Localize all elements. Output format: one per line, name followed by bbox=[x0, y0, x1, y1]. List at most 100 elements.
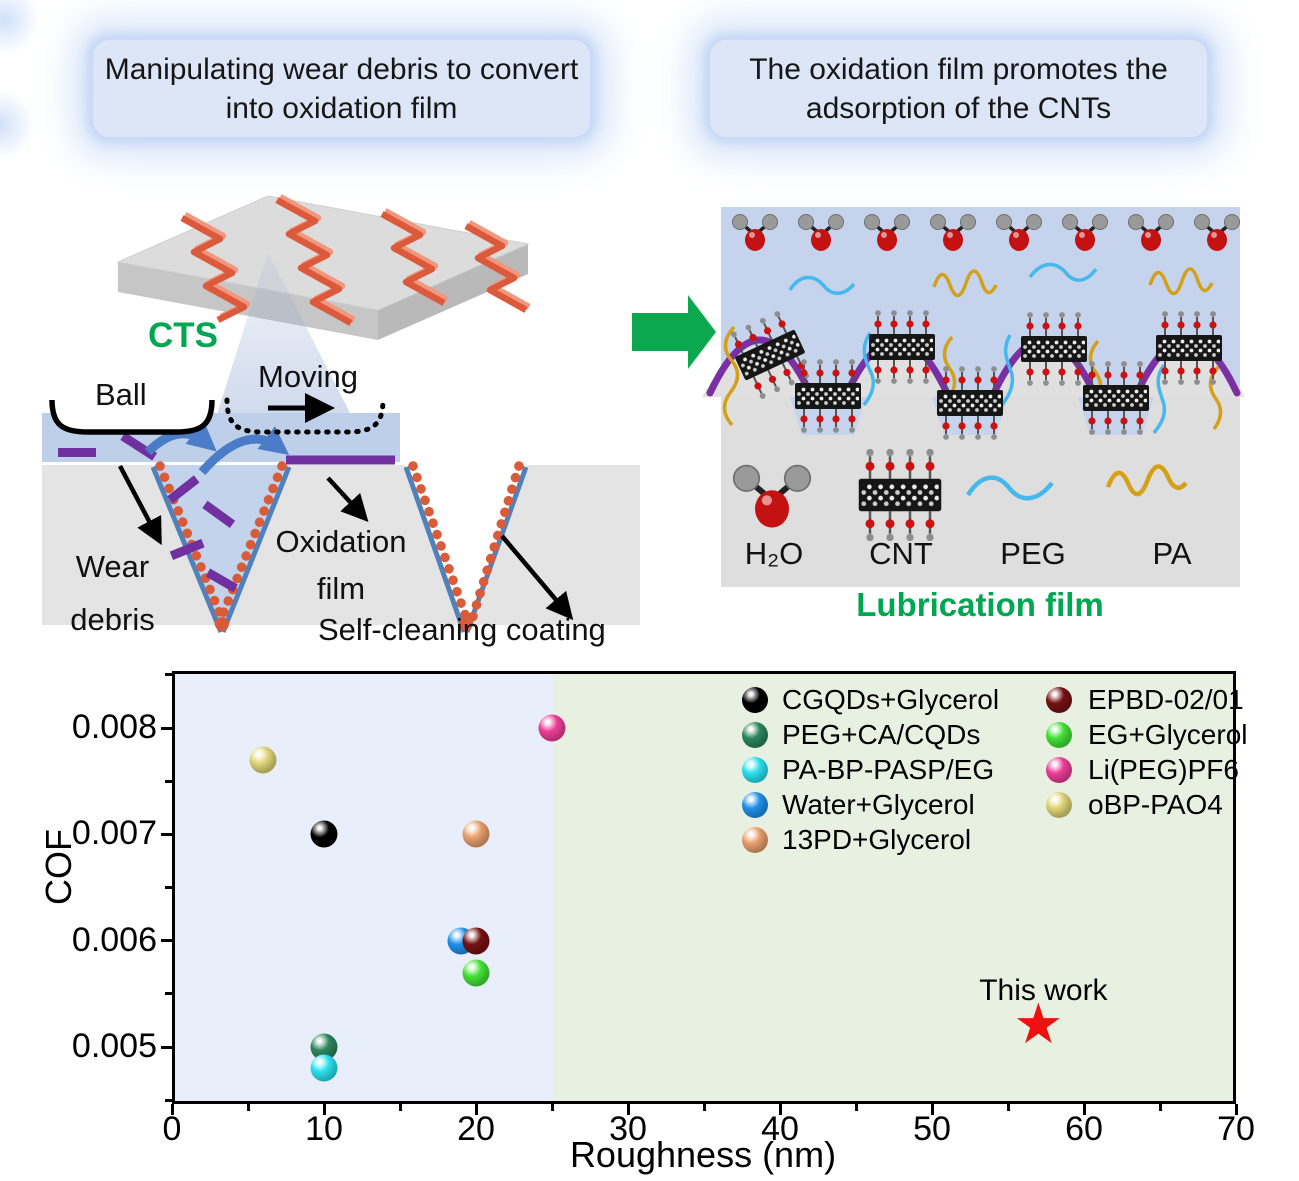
legend-marker bbox=[1046, 687, 1072, 713]
x-minor-tick bbox=[702, 1104, 706, 1111]
data-point bbox=[310, 820, 338, 848]
legend-label: Li(PEG)PF6 bbox=[1088, 754, 1239, 785]
glow-artifact bbox=[0, 0, 40, 55]
y-minor-tick bbox=[165, 673, 172, 677]
data-point bbox=[462, 927, 490, 955]
green-arrow-icon bbox=[632, 295, 716, 369]
star-marker: ★ bbox=[1013, 991, 1064, 1055]
x-major-tick bbox=[1082, 1104, 1086, 1115]
legend-label: 13PD+Glycerol bbox=[782, 824, 972, 855]
legend-marker bbox=[742, 757, 768, 783]
y-major-tick bbox=[161, 1045, 172, 1049]
cts-label: CTS bbox=[148, 316, 218, 355]
y-minor-tick bbox=[165, 1098, 172, 1102]
banner-right: The oxidation film promotes the adsorpti… bbox=[710, 40, 1207, 137]
legend-label: EPBD-02/01 bbox=[1088, 684, 1244, 715]
ball-label: Ball bbox=[95, 377, 147, 412]
legend-label: CGQDs+Glycerol bbox=[782, 684, 1000, 715]
data-point bbox=[310, 1054, 338, 1082]
data-point bbox=[447, 927, 475, 955]
legend-label: EG+Glycerol bbox=[1088, 719, 1248, 750]
wear-debris-label: Wear debris bbox=[70, 549, 155, 637]
legend-marker bbox=[1046, 757, 1072, 783]
ball-outline bbox=[49, 399, 215, 435]
x-tick-label: 0 bbox=[162, 1110, 182, 1148]
y-minor-tick bbox=[165, 779, 172, 783]
y-major-tick bbox=[161, 939, 172, 943]
x-major-tick bbox=[322, 1104, 326, 1115]
y-tick-label: 0.005 bbox=[71, 1027, 157, 1065]
cnt-label: CNT bbox=[869, 536, 933, 571]
banner-left: Manipulating wear debris to convert into… bbox=[93, 40, 590, 137]
groove-2-coating bbox=[403, 461, 529, 633]
h2o-label: H₂O bbox=[744, 536, 804, 571]
data-point bbox=[249, 746, 277, 774]
x-major-tick bbox=[474, 1104, 478, 1115]
y-minor-tick bbox=[165, 886, 172, 889]
x-minor-tick bbox=[1006, 1104, 1010, 1111]
y-tick-label: 0.008 bbox=[71, 708, 157, 746]
lubrication-diagram bbox=[632, 207, 1245, 587]
substrate bbox=[42, 465, 640, 630]
y-major-tick bbox=[161, 726, 172, 730]
groove-liquid bbox=[155, 465, 288, 630]
x-tick-label: 10 bbox=[305, 1110, 343, 1148]
x-major-tick bbox=[626, 1104, 630, 1115]
legend-marker bbox=[1046, 722, 1072, 748]
peg-wave-icon bbox=[788, 262, 1167, 435]
x-minor-tick bbox=[398, 1104, 402, 1111]
x-major-tick bbox=[778, 1104, 782, 1115]
x-tick-label: 20 bbox=[457, 1110, 495, 1148]
legend-label: PEG+CA/CQDs bbox=[782, 719, 981, 750]
x-minor-tick bbox=[1158, 1104, 1162, 1111]
zigzag-texture bbox=[180, 194, 531, 326]
wear-debris-diagram bbox=[42, 194, 640, 633]
pa-wave-icon bbox=[1105, 464, 1188, 497]
x-minor-tick bbox=[550, 1104, 554, 1111]
coating-label: Self-cleaning coating bbox=[318, 612, 606, 647]
lubrication-panel bbox=[702, 207, 1245, 587]
data-point bbox=[538, 714, 566, 742]
oxidation-film-label: Oxidation film bbox=[275, 524, 407, 606]
data-point bbox=[462, 820, 490, 848]
y-minor-tick bbox=[165, 992, 172, 996]
x-axis-label: Roughness (nm) bbox=[569, 1134, 837, 1175]
y-major-tick bbox=[161, 832, 172, 836]
component-key bbox=[734, 447, 1188, 543]
x-minor-tick bbox=[854, 1104, 858, 1111]
x-major-tick bbox=[930, 1104, 934, 1115]
legend-label: oBP-PAO4 bbox=[1088, 789, 1223, 820]
x-major-tick bbox=[170, 1104, 174, 1115]
annotation-label: This work bbox=[979, 973, 1108, 1007]
x-minor-tick bbox=[246, 1104, 250, 1111]
x-major-tick bbox=[1234, 1104, 1238, 1115]
x-tick-label: 70 bbox=[1217, 1110, 1255, 1148]
lubrication-film-caption: Lubrication film bbox=[856, 586, 1104, 623]
legend-marker bbox=[742, 687, 768, 713]
legend-marker bbox=[1046, 792, 1072, 818]
y-tick-label: 0.006 bbox=[71, 920, 157, 959]
cts-plate bbox=[116, 194, 531, 340]
legend-marker bbox=[742, 792, 768, 818]
y-tick-label: 0.007 bbox=[71, 814, 157, 853]
pa-label: PA bbox=[1152, 536, 1192, 571]
peg-wave-icon bbox=[966, 475, 1054, 501]
cross-section bbox=[42, 393, 640, 633]
wear-debris-particles bbox=[58, 432, 238, 593]
legend-label: Water+Glycerol bbox=[782, 789, 975, 820]
moving-label: Moving bbox=[258, 359, 358, 394]
legend-label: PA-BP-PASP/EG bbox=[782, 754, 995, 785]
x-tick-label: 50 bbox=[913, 1110, 951, 1148]
ball-moving-outline bbox=[224, 397, 386, 435]
x-tick-label: 60 bbox=[1065, 1110, 1103, 1148]
peg-label: PEG bbox=[1000, 536, 1066, 571]
glow-artifact bbox=[0, 90, 35, 160]
y-axis-label: COF bbox=[38, 829, 79, 905]
data-point bbox=[462, 959, 490, 987]
legend-marker bbox=[742, 827, 768, 853]
x-tick-label: 30 bbox=[609, 1110, 647, 1148]
legend-marker bbox=[742, 722, 768, 748]
x-tick-label: 40 bbox=[761, 1110, 799, 1148]
label-arrows bbox=[118, 464, 574, 621]
